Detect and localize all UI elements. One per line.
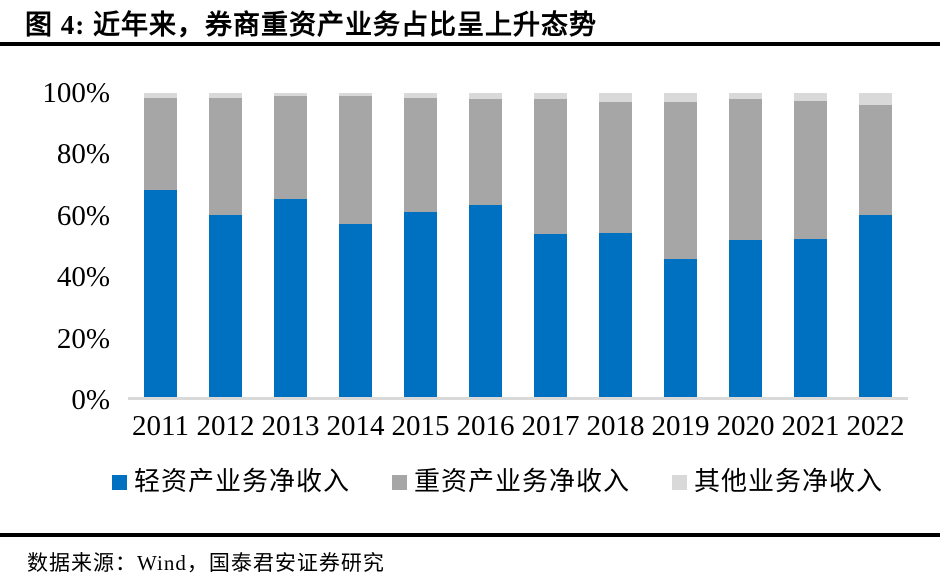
bar-segment — [144, 190, 177, 397]
bar-slot — [453, 93, 518, 397]
bar-segment — [664, 93, 697, 103]
x-tick-label: 2017 — [521, 410, 580, 442]
stacked-bar — [144, 93, 177, 397]
figure-title: 图 4: 近年来，券商重资产业务占比呈上升态势 — [25, 10, 597, 40]
x-tick-label: 2016 — [456, 410, 515, 442]
bar-segment — [794, 93, 827, 101]
bar-segment — [469, 93, 502, 100]
bar-segment — [274, 199, 307, 397]
y-tick-label: 40% — [56, 261, 110, 294]
stacked-bar — [794, 93, 827, 397]
bar-segment — [404, 93, 437, 98]
bar-segment — [404, 97, 437, 212]
bar-segment — [339, 223, 372, 397]
bar-slot — [843, 93, 908, 397]
x-axis: 2011 2012 2013 2014 2015 2016 2017 2018 2019 2020… — [128, 410, 908, 443]
bar-segment — [859, 105, 892, 215]
bar-slot — [388, 93, 453, 397]
bar-segment — [859, 93, 892, 106]
bar-segment — [859, 214, 892, 397]
x-tick-label: 2018 — [586, 410, 645, 442]
stacked-bar — [664, 93, 697, 397]
x-tick-label: 2013 — [261, 410, 320, 442]
x-tick-label: 2021 — [781, 410, 840, 442]
stacked-bar-plot-area — [128, 93, 908, 400]
bar-segment — [729, 240, 762, 397]
bar-segment — [534, 234, 567, 397]
bar-segment — [534, 99, 567, 235]
bar-slot — [128, 93, 193, 397]
bar-segment — [469, 99, 502, 206]
bar-slot — [778, 93, 843, 397]
bar-segment — [469, 205, 502, 397]
bar-segment — [664, 102, 697, 259]
y-tick-label: 60% — [56, 199, 110, 232]
x-tick-label: 2019 — [651, 410, 710, 442]
bar-segment — [209, 214, 242, 397]
stacked-bar — [729, 93, 762, 397]
x-tick-label: 2015 — [391, 410, 450, 442]
stacked-bar — [859, 93, 892, 397]
bar-segment — [144, 97, 177, 191]
bar-segment — [599, 232, 632, 397]
bar-segment — [794, 100, 827, 239]
x-tick-label: 2012 — [196, 410, 255, 442]
stacked-bar — [469, 93, 502, 397]
legend-label: 重资产业务净收入 — [414, 467, 631, 496]
bar-segment — [404, 211, 437, 397]
bar-segment — [274, 96, 307, 200]
stacked-bar — [209, 93, 242, 397]
bar-segment — [599, 102, 632, 233]
bar-segment — [599, 93, 632, 103]
bar-segment — [729, 99, 762, 241]
y-tick-label: 0% — [71, 384, 110, 416]
bar-slot — [518, 93, 583, 397]
y-tick-label: 20% — [56, 322, 110, 355]
bar-slot — [713, 93, 778, 397]
bar-slot — [193, 93, 258, 397]
stacked-bar — [404, 93, 437, 397]
bar-slot — [648, 93, 713, 397]
bar-slot — [583, 93, 648, 397]
legend-label: 轻资产业务净收入 — [134, 467, 351, 496]
y-tick-label: 100% — [42, 77, 110, 109]
stacked-bar — [534, 93, 567, 397]
legend-swatch — [112, 475, 127, 490]
legend-label: 其他业务净收入 — [694, 467, 884, 496]
bar-slot — [323, 93, 388, 397]
stacked-bar — [339, 93, 372, 397]
y-tick-label: 80% — [56, 138, 110, 171]
x-tick-label: 2022 — [846, 410, 905, 442]
data-source-text: 数据来源：Wind，国泰君安证券研究 — [27, 551, 385, 575]
bar-segment — [664, 258, 697, 397]
stacked-bar — [599, 93, 632, 397]
stacked-bar — [274, 93, 307, 397]
x-tick-label: 2020 — [716, 410, 775, 442]
bar-segment — [534, 93, 567, 100]
bar-segment — [274, 93, 307, 97]
bar-segment — [794, 238, 827, 397]
x-tick-label: 2014 — [326, 410, 385, 442]
legend-swatch — [672, 475, 688, 490]
chart-legend: 轻资产业务净收入 重资产业务净收入 其他业务净收入 — [112, 466, 883, 498]
x-tick-label: 2011 — [132, 410, 189, 442]
bar-slot — [258, 93, 323, 397]
legend-item: 轻资产业务净收入 — [112, 466, 350, 498]
legend-item: 其他业务净收入 — [672, 466, 883, 498]
bar-segment — [729, 93, 762, 100]
title-divider-rule — [0, 42, 940, 46]
bar-segment — [209, 97, 242, 215]
bar-segment — [144, 93, 177, 98]
source-divider-rule — [0, 533, 940, 537]
bar-segment — [339, 93, 372, 97]
bar-segment — [209, 93, 242, 98]
legend-swatch — [392, 475, 408, 490]
bar-segment — [339, 96, 372, 224]
legend-item: 重资产业务净收入 — [392, 466, 630, 498]
